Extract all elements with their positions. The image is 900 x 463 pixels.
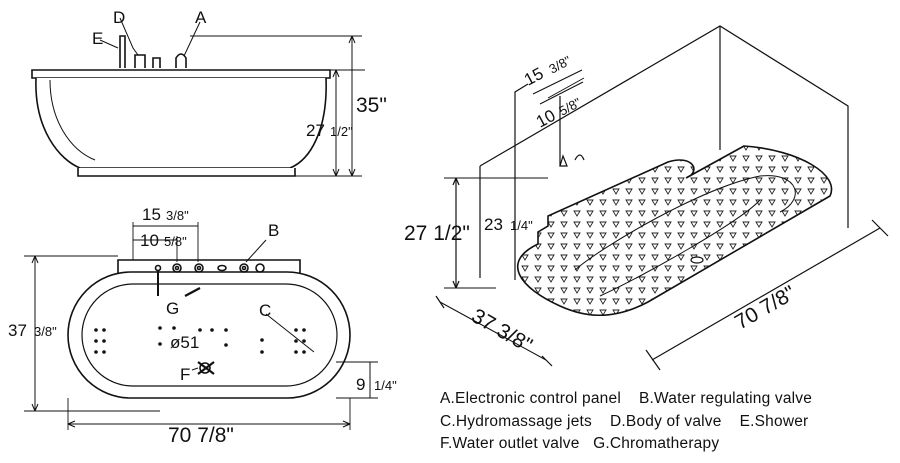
- legend-item-b: B.Water regulating valve: [639, 390, 813, 407]
- iso-inner-height-frac: 1/4": [510, 218, 533, 233]
- top-dim-a-frac: 3/8": [166, 208, 189, 223]
- callout-f-label: F: [180, 365, 190, 384]
- top-depth-whole: 9: [356, 375, 365, 394]
- iso-view: [435, 25, 889, 371]
- iso-dim-a-frac: 3/8": [546, 53, 573, 77]
- top-width-whole: 37: [8, 321, 27, 340]
- top-view: [24, 222, 378, 430]
- callout-d-label: D: [113, 8, 125, 27]
- iso-height-label: 27 1/2": [404, 222, 470, 245]
- legend-row-3: F.Water outlet valve G.Chromatherapy: [440, 433, 895, 456]
- legend-item-d: D.Body of valve: [610, 412, 722, 430]
- drain-diameter-label: ø51: [170, 333, 199, 352]
- top-length-label: 70 7/8": [168, 424, 234, 447]
- side-body-height-frac: 1/2": [330, 124, 353, 139]
- legend-row-1: A.Electronic control panel B.Water regul…: [440, 388, 895, 411]
- top-dim-b-frac: 5/8": [164, 234, 187, 249]
- side-total-height-label: 35": [356, 94, 387, 117]
- legend-row-2: C.Hydromassage jets D.Body of valve E.Sh…: [440, 411, 895, 434]
- callout-b-label: B: [268, 221, 279, 240]
- iso-dim-b-whole: 10: [533, 106, 559, 132]
- legend-item-a: A.Electronic control panel: [440, 390, 621, 407]
- component-legend: A.Electronic control panel B.Water regul…: [440, 388, 895, 456]
- callout-g-label: G: [166, 299, 179, 318]
- legend-item-c: C.Hydromassage jets: [440, 412, 592, 430]
- legend-item-f: F.Water outlet valve: [440, 435, 580, 452]
- callout-c-label: C: [259, 301, 271, 320]
- iso-length-label: 70 7/8": [731, 281, 800, 334]
- side-body-height-whole: 27: [306, 121, 325, 140]
- top-dim-b-whole: 10: [140, 231, 159, 250]
- top-width-frac: 3/8": [34, 324, 57, 339]
- iso-width-label: 37 3/8": [468, 304, 537, 357]
- legend-item-g: G.Chromatherapy: [593, 435, 720, 452]
- iso-inner-height-whole: 23: [484, 215, 503, 234]
- top-dim-a-whole: 15: [142, 205, 161, 224]
- side-view: [31, 17, 365, 177]
- callout-e-label: E: [92, 29, 103, 48]
- hydromassage-jets: [94, 326, 306, 354]
- callout-a-label: A: [195, 8, 207, 27]
- legend-item-e: E.Shower: [739, 412, 809, 430]
- top-depth-frac: 1/4": [374, 378, 397, 393]
